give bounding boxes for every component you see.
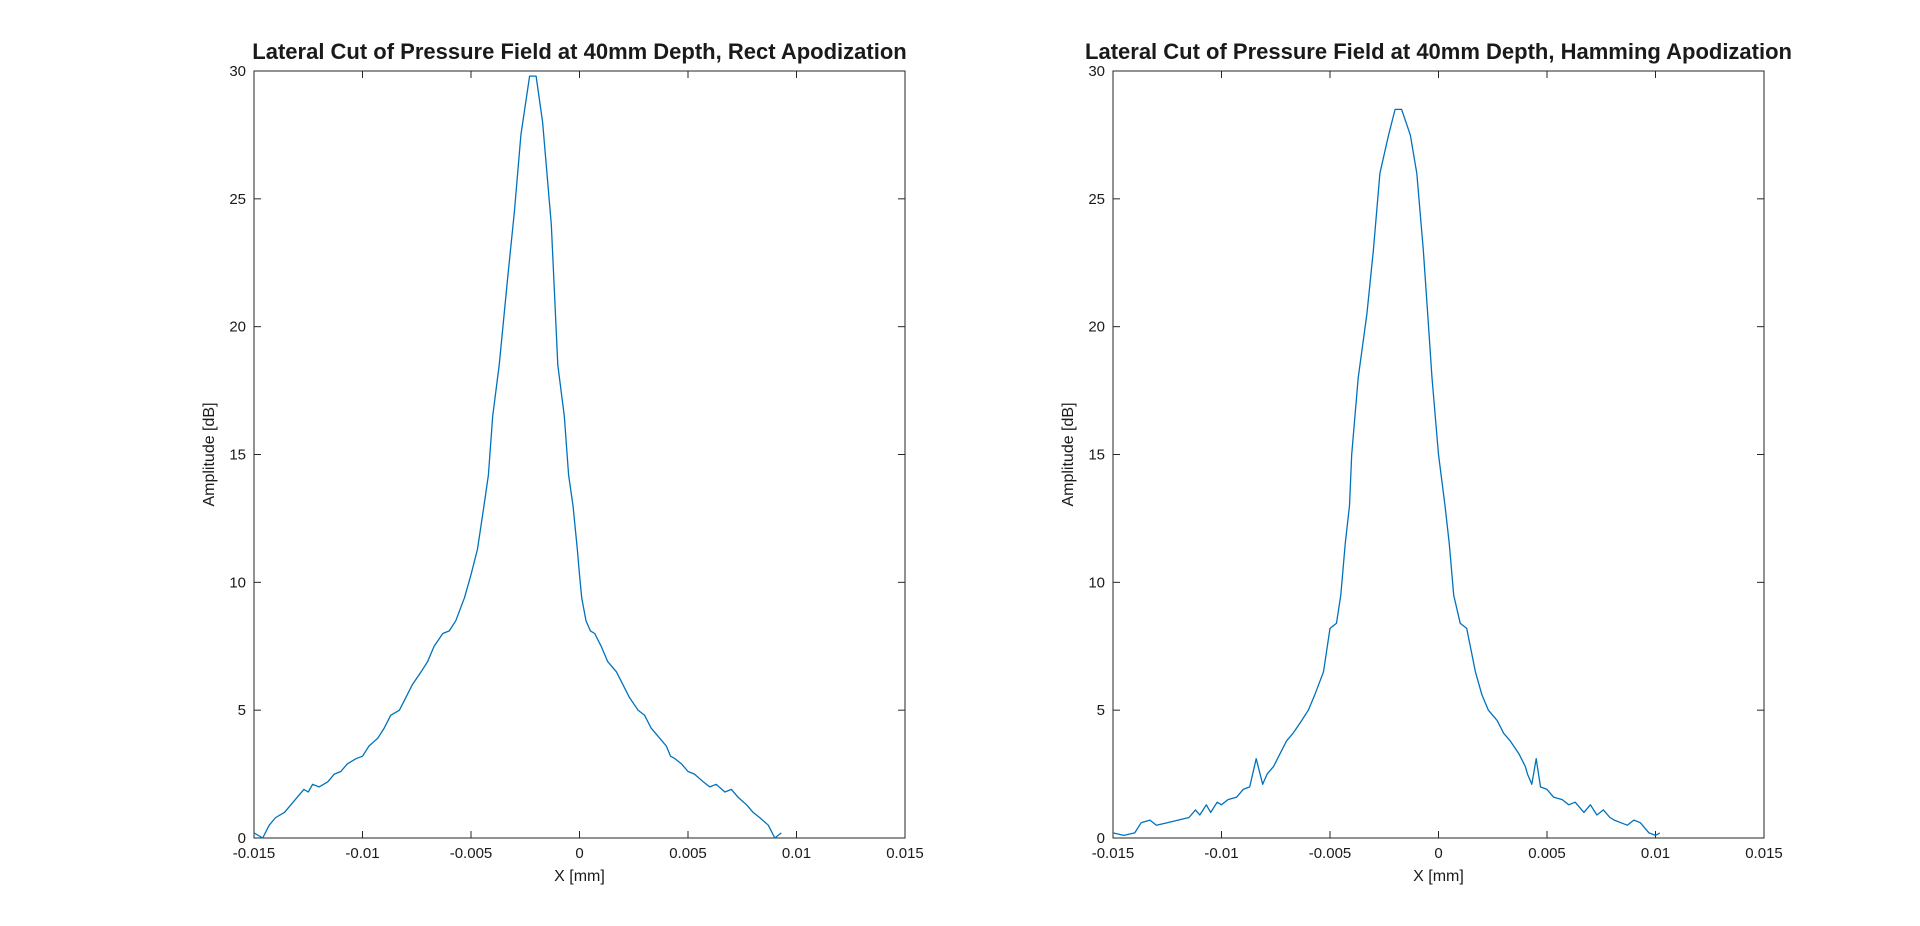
series-line-rect (253, 75, 782, 839)
y-tick-label: 20 (1088, 319, 1105, 336)
x-tick-label: 0.005 (1528, 845, 1566, 862)
x-axis-label: X [mm] (554, 868, 605, 885)
y-tick-label: 0 (1097, 830, 1105, 847)
chart-title: Lateral Cut of Pressure Field at 40mm De… (252, 39, 906, 64)
y-tick-label: 30 (1088, 63, 1105, 80)
x-tick-label: -0.015 (233, 845, 276, 862)
x-tick-label: 0.01 (1641, 845, 1670, 862)
x-tick-label: 0 (1434, 845, 1442, 862)
x-tick-label: 0.01 (782, 845, 811, 862)
y-tick-label: 15 (229, 447, 246, 464)
chart-hamming-apodization: Lateral Cut of Pressure Field at 40mm De… (1060, 39, 1792, 885)
x-tick-label: 0.015 (1745, 845, 1783, 862)
x-tick-label: -0.01 (1204, 845, 1238, 862)
x-tick-label: -0.015 (1092, 845, 1135, 862)
y-tick-label: 5 (238, 702, 246, 719)
x-tick-label: -0.005 (450, 845, 493, 862)
x-tick-label: -0.005 (1309, 845, 1352, 862)
y-tick-label: 10 (229, 574, 246, 591)
x-axis-label: X [mm] (1413, 868, 1464, 885)
axes-box (253, 70, 906, 839)
x-tick-label: 0.015 (886, 845, 924, 862)
chart-title: Lateral Cut of Pressure Field at 40mm De… (1085, 39, 1792, 64)
y-tick-label: 30 (229, 63, 246, 80)
y-tick-label: 25 (229, 191, 246, 208)
y-tick-label: 25 (1088, 191, 1105, 208)
chart-rect-apodization: Lateral Cut of Pressure Field at 40mm De… (201, 39, 924, 885)
y-tick-label: 15 (1088, 447, 1105, 464)
y-tick-label: 10 (1088, 574, 1105, 591)
y-tick-label: 5 (1097, 702, 1105, 719)
y-tick-label: 0 (238, 830, 246, 847)
y-tick-label: 20 (229, 319, 246, 336)
y-axis-label: Amplitude [dB] (201, 402, 218, 506)
series-line-hamming (1112, 108, 1661, 837)
x-tick-label: -0.01 (345, 845, 379, 862)
x-tick-label: 0 (575, 845, 583, 862)
y-axis-label: Amplitude [dB] (1060, 402, 1077, 506)
x-tick-label: 0.005 (669, 845, 707, 862)
